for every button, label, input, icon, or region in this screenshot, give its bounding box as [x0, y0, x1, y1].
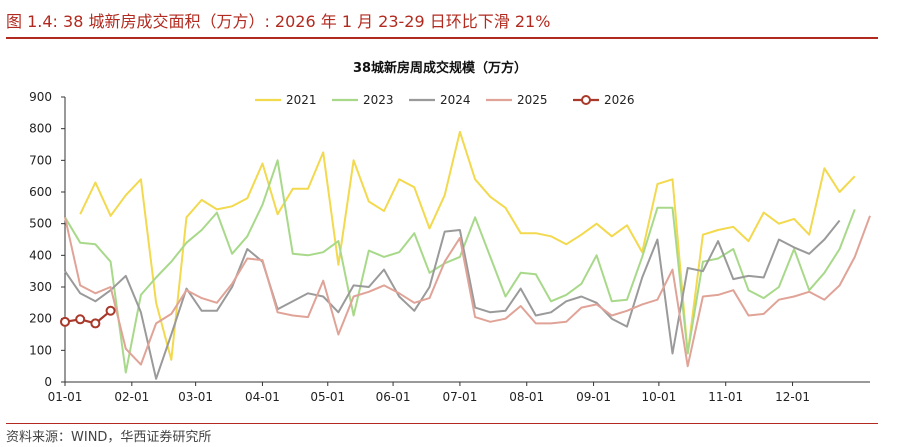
x-tick-label: 10-01: [641, 390, 676, 404]
legend-item-2021: 2021: [255, 93, 317, 107]
x-tick-label: 04-01: [245, 390, 280, 404]
legend-label: 2026: [604, 93, 635, 107]
series-2023: [64, 159, 856, 374]
figure-caption: 图 1.4: 38 城新房成交面积（万方）: 2026 年 1 月 23-29 …: [6, 12, 551, 31]
caption-divider: [6, 37, 878, 39]
series-line-2025: [64, 215, 871, 368]
y-tick-label: 200: [29, 312, 52, 326]
y-tick-label: 0: [44, 375, 52, 389]
series-line-2023: [64, 159, 856, 374]
x-tick-label: 08-01: [509, 390, 544, 404]
series-2021: [79, 130, 856, 361]
source-note: 资料来源：WIND，华西证券研究所: [6, 430, 212, 445]
data-point-2026: [75, 314, 86, 325]
chart-legend: 2021 2023 2024 2025 2026: [255, 93, 635, 107]
y-tick-label: 100: [29, 343, 52, 357]
series-line-2024: [64, 219, 841, 380]
y-tick-label: 500: [29, 217, 52, 231]
x-tick-label: 12-01: [775, 390, 810, 404]
x-tick-label: 06-01: [376, 390, 411, 404]
legend-label: 2023: [363, 93, 394, 107]
legend-label: 2025: [517, 93, 548, 107]
x-tick-label: 02-01: [114, 390, 149, 404]
source-divider: [6, 423, 878, 424]
x-tick-label: 05-01: [310, 390, 345, 404]
chart-title: 38城新房周成交规模（万方）: [353, 60, 527, 76]
legend-item-2026: 2026: [573, 93, 635, 107]
legend-label: 2024: [440, 93, 471, 107]
y-tick-label: 400: [29, 248, 52, 262]
x-tick-label: 07-01: [442, 390, 477, 404]
series-2024: [64, 219, 841, 380]
legend-item-2023: 2023: [332, 93, 394, 107]
series-2026: [60, 305, 116, 329]
legend-label: 2021: [286, 93, 317, 107]
legend-item-2025: 2025: [486, 93, 548, 107]
series-line-2026: [64, 309, 112, 325]
x-tick-label: 01-01: [48, 390, 83, 404]
chart-axes: 0 100 200 300 400 500 600 700 800 900 01-01 02-01 03…: [29, 90, 870, 404]
series-line-2021: [79, 130, 856, 361]
data-point-2026: [60, 316, 70, 327]
chart-series: [60, 130, 871, 380]
legend-marker: [581, 95, 591, 105]
x-tick-label: 09-01: [576, 390, 611, 404]
y-tick-label: 800: [29, 122, 52, 136]
y-tick-label: 700: [29, 153, 52, 167]
series-2025: [64, 215, 871, 368]
legend-item-2024: 2024: [409, 93, 471, 107]
data-point-2026: [90, 318, 101, 329]
y-tick-label: 600: [29, 185, 52, 199]
y-tick-label: 900: [29, 90, 52, 104]
data-point-2026: [105, 305, 116, 316]
line-chart: 38城新房周成交规模（万方） 2021 2023 2024 2025 2026 0 100…: [29, 60, 871, 404]
x-tick-label: 11-01: [708, 390, 743, 404]
y-tick-label: 300: [29, 280, 52, 294]
x-tick-label: 03-01: [178, 390, 213, 404]
